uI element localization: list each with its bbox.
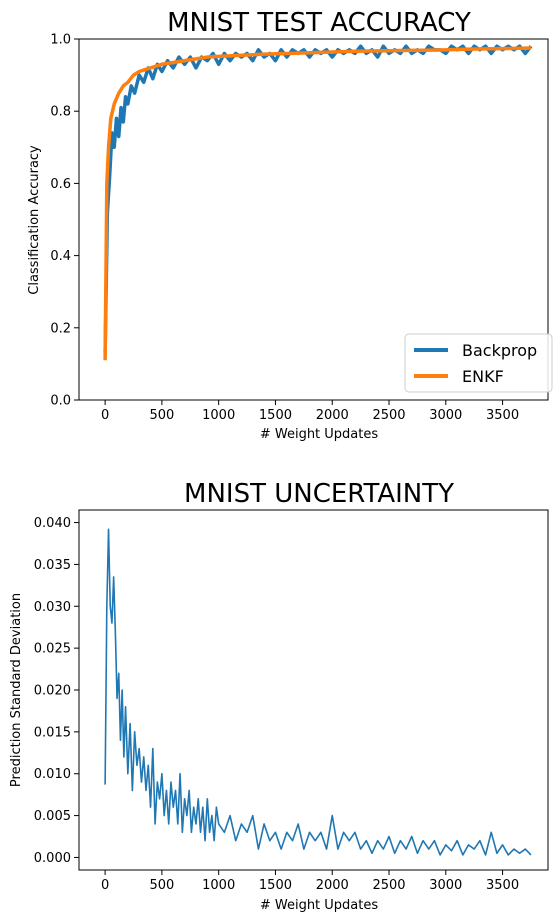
accuracy-lines [103, 44, 533, 361]
uncertainty-chart: MNIST UNCERTAINTY # Weight Updates Predi… [9, 479, 549, 912]
uncertainty-xtick-label: 0 [101, 878, 109, 893]
accuracy-ytick-label: 0.0 [50, 394, 71, 409]
accuracy-ytick-label: 0.8 [50, 105, 71, 120]
accuracy-xtick-label: 0 [101, 408, 109, 423]
accuracy-xtick-label: 500 [149, 408, 174, 423]
uncertainty-ytick-label: 0.000 [34, 851, 71, 866]
accuracy-xtick-label: 2000 [316, 408, 349, 423]
uncertainty-series-line [104, 528, 532, 856]
uncertainty-ytick-label: 0.035 [34, 558, 71, 573]
uncertainty-xtick-label: 3000 [429, 878, 462, 893]
accuracy-ytick-label: 0.6 [50, 177, 71, 192]
accuracy-title: MNIST TEST ACCURACY [167, 8, 471, 38]
uncertainty-xtick-label: 3500 [486, 878, 519, 893]
uncertainty-ytick-label: 0.030 [34, 600, 71, 615]
accuracy-frame [78, 38, 549, 401]
uncertainty-frame [78, 509, 549, 871]
uncertainty-ytick-label: 0.020 [34, 684, 71, 699]
uncertainty-ytick-label: 0.025 [34, 642, 71, 657]
accuracy-xtick-label: 1000 [202, 408, 235, 423]
uncertainty-ylabel: Prediction Standard Deviation [9, 593, 24, 787]
accuracy-series-enkf [103, 46, 532, 361]
uncertainty-plot-area [78, 509, 549, 871]
accuracy-xtick-label: 2500 [372, 408, 405, 423]
uncertainty-xtick-label: 2000 [316, 878, 349, 893]
uncertainty-ytick-label: 0.015 [34, 725, 71, 740]
uncertainty-xlabel: # Weight Updates [260, 898, 379, 912]
uncertainty-xtick-label: 1500 [259, 878, 292, 893]
uncertainty-ytick-label: 0.010 [34, 767, 71, 782]
uncertainty-xtick-label: 500 [149, 878, 174, 893]
uncertainty-ytick-label: 0.005 [34, 809, 71, 824]
accuracy-xtick-label: 3000 [429, 408, 462, 423]
accuracy-xtick-label: 1500 [259, 408, 292, 423]
uncertainty-xtick-label: 1000 [202, 878, 235, 893]
accuracy-legend: Backprop ENKF [404, 333, 553, 393]
accuracy-series-backprop [103, 44, 533, 354]
uncertainty-title: MNIST UNCERTAINTY [184, 479, 454, 509]
accuracy-ytick-label: 1.0 [50, 33, 71, 48]
uncertainty-xtick-label: 2500 [372, 878, 405, 893]
accuracy-xtick-label: 3500 [486, 408, 519, 423]
accuracy-ylabel: Classification Accuracy [27, 145, 42, 295]
accuracy-plot-area [78, 38, 549, 401]
accuracy-ytick-label: 0.4 [50, 249, 71, 264]
accuracy-ytick-label: 0.2 [50, 321, 71, 336]
legend-enkf-label: ENKF [462, 367, 504, 386]
uncertainty-axes: 0 500 1000 1500 2000 2500 3000 3500 0.000 0.005 0.… [34, 516, 519, 893]
accuracy-xlabel: # Weight Updates [260, 427, 379, 442]
accuracy-axes: 0 500 1000 1500 2000 2500 3000 3500 0.0 0.2 0.4 0.6… [50, 33, 519, 424]
uncertainty-ytick-label: 0.040 [34, 516, 71, 531]
legend-backprop-label: Backprop [462, 341, 537, 360]
accuracy-chart: MNIST TEST ACCURACY # Weight Updates Cla… [27, 8, 553, 442]
uncertainty-lines [104, 528, 532, 856]
